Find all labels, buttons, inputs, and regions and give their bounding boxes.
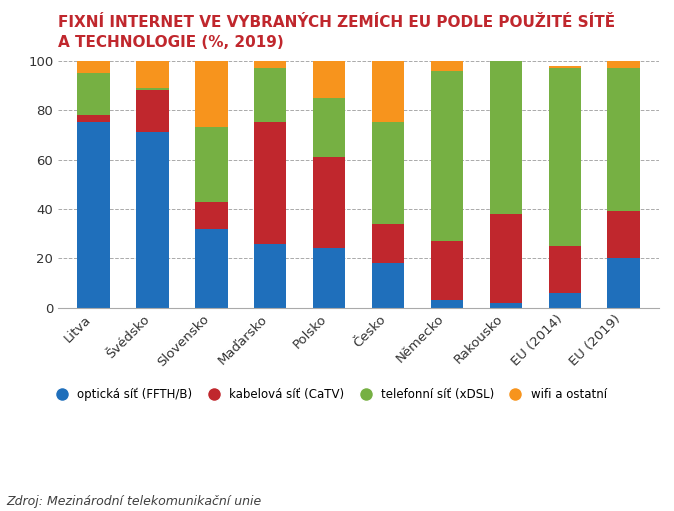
Bar <box>313 61 345 98</box>
Bar <box>607 259 640 308</box>
Bar <box>607 61 640 68</box>
Bar <box>136 61 168 88</box>
Bar <box>195 61 228 127</box>
Bar <box>549 65 581 68</box>
Bar <box>372 224 404 263</box>
Bar <box>490 61 522 214</box>
Bar <box>254 123 286 244</box>
Bar <box>607 68 640 212</box>
Bar <box>607 212 640 259</box>
Bar <box>431 61 463 71</box>
Text: Zdroj: Mezinárodní telekomunikační unie: Zdroj: Mezinárodní telekomunikační unie <box>7 496 262 508</box>
Bar <box>372 61 404 123</box>
Bar <box>431 241 463 300</box>
Legend: optická síť (FFTH/B), kabelová síť (CaTV), telefonní síť (xDSL), wifi a ostatní: optická síť (FFTH/B), kabelová síť (CaTV… <box>51 388 607 401</box>
Bar <box>136 90 168 132</box>
Bar <box>549 68 581 246</box>
Bar <box>78 61 110 73</box>
Bar <box>313 98 345 157</box>
Bar <box>372 123 404 224</box>
Bar <box>195 127 228 201</box>
Bar <box>78 115 110 123</box>
Bar <box>136 132 168 308</box>
Bar <box>313 248 345 308</box>
Bar <box>195 229 228 308</box>
Text: FIXNÍ INTERNET VE VYBRANÝCH ZEMÍCH EU PODLE POUŽITÉ SÍTĚ
A TECHNOLOGIE (%, 2019): FIXNÍ INTERNET VE VYBRANÝCH ZEMÍCH EU PO… <box>58 15 615 50</box>
Bar <box>136 88 168 90</box>
Bar <box>431 300 463 308</box>
Bar <box>549 293 581 308</box>
Bar <box>490 214 522 303</box>
Bar <box>254 244 286 308</box>
Bar <box>431 71 463 241</box>
Bar <box>313 157 345 248</box>
Bar <box>78 73 110 115</box>
Bar <box>372 263 404 308</box>
Bar <box>78 123 110 308</box>
Bar <box>254 61 286 68</box>
Bar <box>490 303 522 308</box>
Bar <box>549 246 581 293</box>
Bar <box>195 201 228 229</box>
Bar <box>254 68 286 123</box>
